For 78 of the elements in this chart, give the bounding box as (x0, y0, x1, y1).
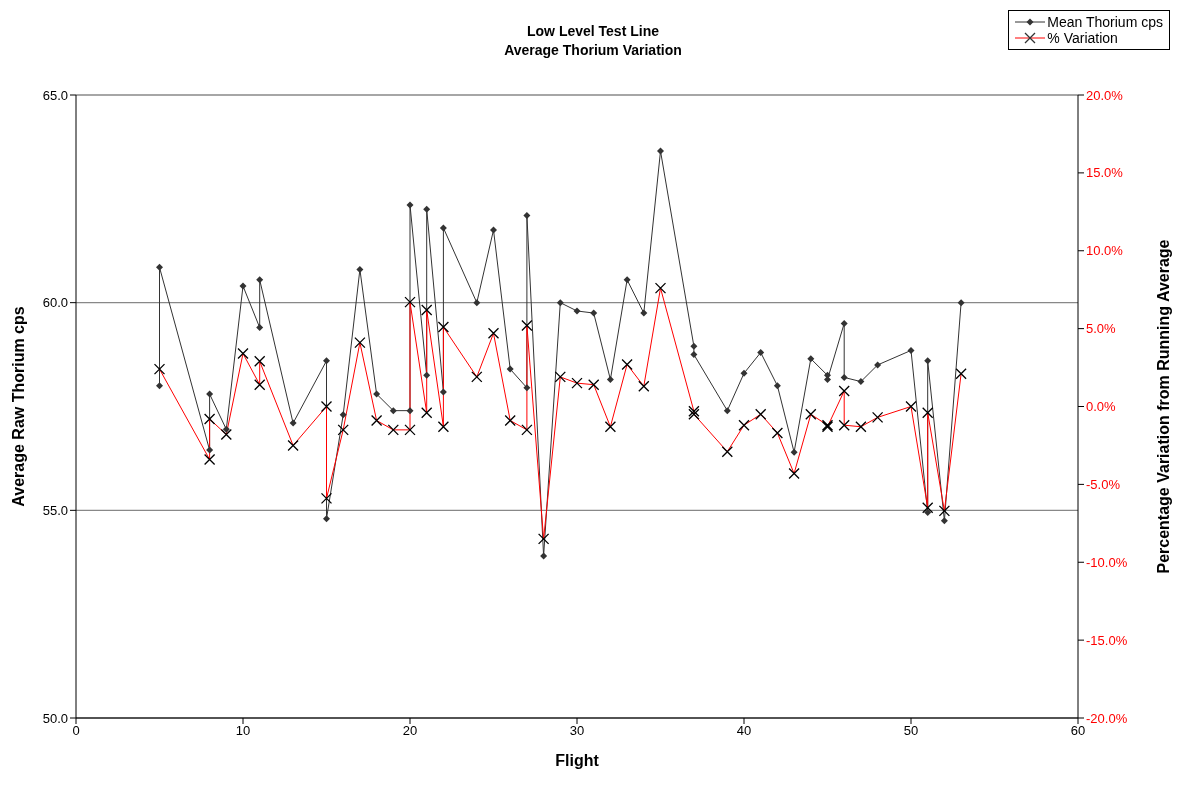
y2-axis-title: Percentage Variation from Running Average (1154, 239, 1172, 574)
y-tick-label: 55.0 (42, 502, 68, 518)
point (439, 224, 447, 232)
point (590, 309, 598, 317)
point (439, 388, 447, 396)
x-tick-label: 10 (235, 723, 251, 739)
point (406, 201, 414, 209)
point (423, 371, 431, 379)
point (824, 376, 831, 383)
point (757, 349, 765, 357)
point (222, 425, 230, 433)
point (256, 324, 264, 332)
point (206, 390, 214, 398)
x-axis-title: Flight (555, 752, 600, 769)
point (323, 515, 330, 523)
point (156, 263, 163, 271)
point (606, 376, 614, 383)
point (840, 373, 848, 381)
point (874, 361, 882, 369)
chart-title: Low Level Test Line Average Thorium Variation (504, 23, 682, 58)
point (406, 407, 414, 415)
x-tick-label: 0 (72, 723, 80, 739)
x-tick-label: 40 (736, 723, 752, 739)
y2-tick-label: 0.0% (1086, 399, 1117, 415)
point (239, 282, 247, 290)
y-tick-label: 60.0 (42, 295, 68, 311)
y2-tick-label: 5.0% (1086, 321, 1117, 337)
point (773, 382, 781, 390)
point (623, 276, 631, 284)
y2-tick-label: -15.0% (1086, 632, 1128, 648)
point (740, 369, 748, 377)
point (356, 265, 364, 273)
point (924, 357, 932, 365)
x-tick-label: 30 (569, 723, 585, 739)
x-tick-label: 60 (1070, 723, 1086, 739)
point (339, 411, 347, 419)
point (540, 552, 548, 560)
point (256, 276, 264, 284)
y2-tick-label: 20.0% (1086, 87, 1124, 103)
point (573, 307, 581, 315)
y2-tick-label: -10.0% (1086, 554, 1128, 570)
point (389, 407, 397, 415)
y-tick-label: 50.0 (42, 710, 68, 726)
point (690, 351, 698, 359)
point (924, 508, 932, 516)
point (423, 205, 431, 213)
point (907, 346, 915, 354)
point (523, 211, 531, 219)
point (723, 407, 731, 415)
point (323, 357, 330, 365)
y-axis-title: Average Raw Thorium cps (9, 306, 27, 507)
point (156, 382, 163, 390)
point (556, 299, 564, 307)
point (657, 147, 664, 155)
point (523, 384, 531, 392)
y2-tick-label: -5.0% (1086, 476, 1121, 492)
point (690, 342, 698, 350)
legend-label: % Variation (1047, 30, 1118, 46)
point (473, 299, 481, 307)
y2-tick-label: 10.0% (1086, 243, 1124, 259)
x-tick-label: 50 (903, 723, 919, 739)
point (640, 309, 648, 317)
point (790, 448, 798, 456)
point (840, 319, 848, 327)
x-tick-label: 20 (402, 723, 418, 739)
point (940, 517, 948, 525)
point (289, 419, 297, 427)
point (373, 390, 381, 398)
y2-tick-label: -20.0% (1086, 710, 1128, 726)
point (490, 226, 497, 234)
point (957, 299, 965, 307)
point (857, 378, 865, 386)
legend-label: Mean Thorium cps (1047, 14, 1163, 30)
point (206, 446, 214, 454)
y2-tick-label: 15.0% (1086, 165, 1124, 181)
y-tick-label: 65.0 (42, 87, 68, 103)
point (506, 365, 514, 373)
point (807, 355, 815, 363)
